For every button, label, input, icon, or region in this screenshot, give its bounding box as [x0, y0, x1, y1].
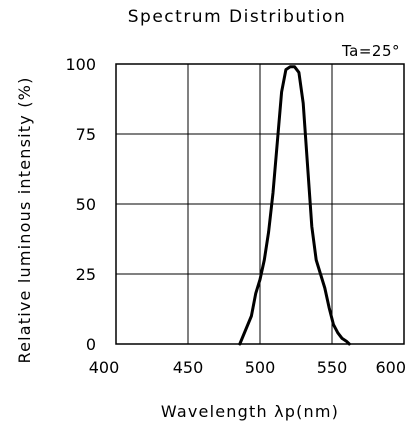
y-axis-label: Relative luminous intensity (%): [15, 76, 34, 363]
x-tick-label: 500: [245, 358, 276, 377]
x-tick-label: 400: [89, 358, 120, 377]
temperature-annotation: Ta=25°: [341, 42, 400, 60]
grid: [115, 63, 405, 345]
plot-frame: [115, 63, 405, 345]
x-tick-label: 600: [375, 358, 406, 377]
y-tick-label: 75: [76, 125, 96, 144]
series-line: [238, 65, 351, 346]
chart-title: Spectrum Distribution: [128, 7, 346, 27]
x-axis-label: Wavelength λp(nm): [161, 402, 339, 421]
y-tick-label: 50: [76, 195, 96, 214]
x-tick-labels: 400 450 500 550 600: [89, 358, 406, 377]
y-tick-labels: 0 25 50 75 100: [65, 55, 96, 354]
y-tick-label: 25: [76, 265, 96, 284]
x-tick-label: 550: [317, 358, 348, 377]
y-tick-label: 100: [65, 55, 96, 74]
x-tick-label: 450: [173, 358, 204, 377]
y-tick-label: 0: [86, 335, 96, 354]
